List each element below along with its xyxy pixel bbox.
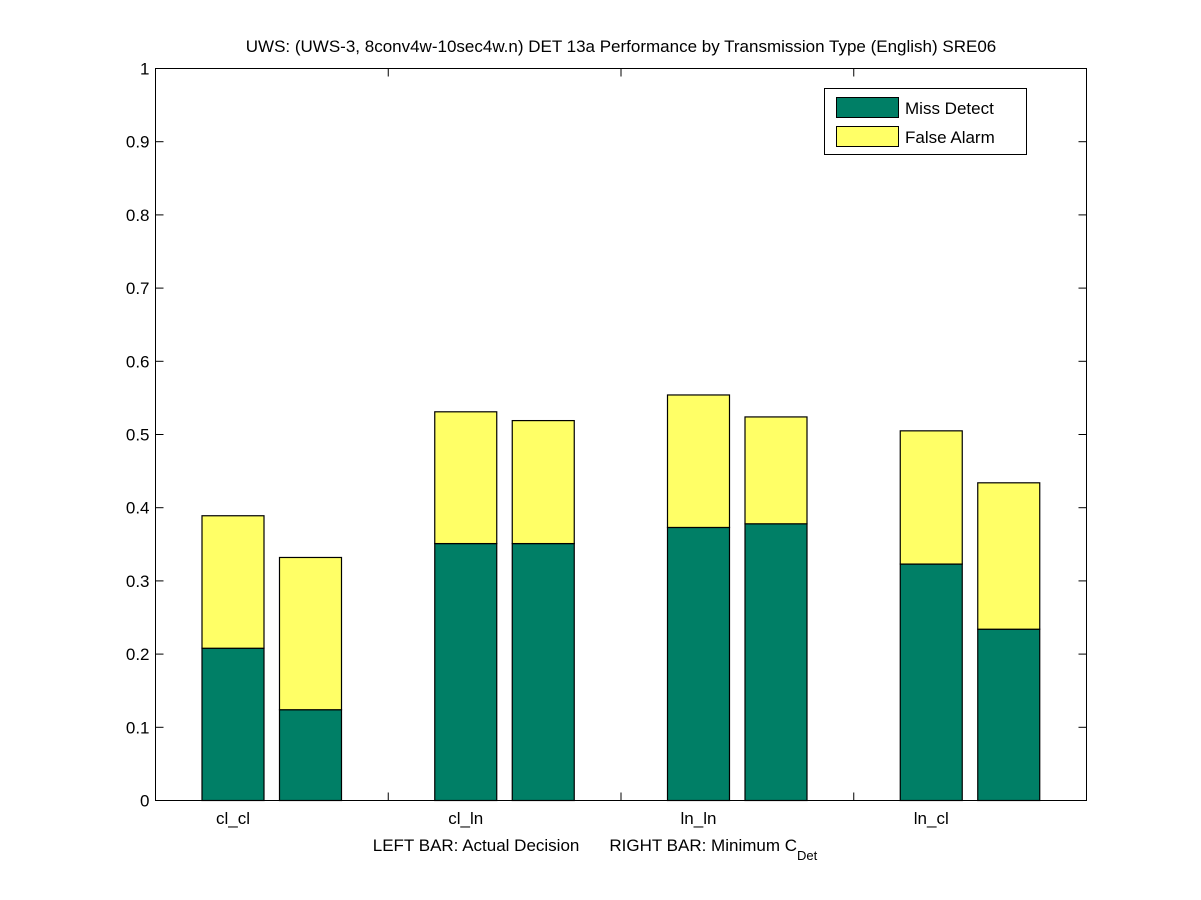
plot-area [201, 394, 1041, 802]
xlabel-right: RIGHT BAR: Minimum C [609, 836, 797, 855]
bar-false-alarm-ln_cl-right [977, 482, 1041, 630]
legend-label-false-alarm: False Alarm [905, 128, 995, 147]
y-tick-label: 0.8 [126, 206, 150, 225]
legend-swatch-false-alarm [836, 126, 899, 147]
y-tick-label: 0 [140, 792, 149, 811]
y-tick-label: 0.6 [126, 352, 150, 371]
bar-miss-detect-cl_ln-left [434, 542, 498, 802]
bar-miss-detect-cl_cl-right [278, 709, 343, 802]
y-tick-label: 0.9 [126, 133, 150, 152]
x-tick-label: ln_ln [681, 809, 717, 828]
bar-false-alarm-ln_cl-left [899, 430, 963, 565]
bar-false-alarm-cl_ln-right [511, 419, 575, 545]
xlabel-subscript: Det [797, 848, 818, 863]
legend: Miss Detect False Alarm [824, 88, 1027, 155]
bar-miss-detect-ln_cl-left [899, 563, 963, 802]
bar-false-alarm-cl_ln-left [434, 411, 498, 545]
x-tick-label: cl_cl [216, 809, 250, 828]
bar-miss-detect-cl_ln-right [511, 542, 575, 802]
x-tick-label: cl_ln [448, 809, 483, 828]
bar-miss-detect-ln_cl-right [977, 628, 1041, 802]
legend-swatch-miss-detect [836, 97, 899, 118]
legend-label-miss-detect: Miss Detect [905, 99, 994, 118]
xlabel-left: LEFT BAR: Actual Decision [373, 836, 580, 855]
y-tick-label: 0.3 [126, 572, 150, 591]
x-axis: cl_cl cl_ln ln_ln ln_cl [216, 68, 949, 828]
chart-title: UWS: (UWS-3, 8conv4w-10sec4w.n) DET 13a … [246, 37, 997, 56]
x-tick-label: ln_cl [914, 809, 949, 828]
xlabel: LEFT BAR: Actual Decision RIGHT BAR: Mini… [373, 836, 818, 863]
bar-false-alarm-cl_cl-left [201, 515, 265, 649]
y-tick-label: 0.1 [126, 718, 150, 737]
y-tick-label: 1 [140, 60, 149, 79]
bar-miss-detect-cl_cl-left [201, 647, 265, 802]
bar-false-alarm-cl_cl-right [278, 556, 343, 711]
y-tick-label: 0.2 [126, 645, 150, 664]
bar-false-alarm-ln_ln-left [666, 394, 731, 529]
y-tick-label: 0.7 [126, 279, 150, 298]
y-tick-label: 0.5 [126, 426, 150, 445]
bar-false-alarm-ln_ln-right [744, 416, 808, 525]
y-tick-label: 0.4 [126, 499, 150, 518]
bar-miss-detect-ln_ln-right [744, 523, 808, 802]
bar-miss-detect-ln_ln-left [666, 526, 731, 802]
y-axis: 0 0.1 0.2 0.3 0.4 0.5 0.6 0.7 0.8 0.9 1 [126, 60, 1087, 811]
